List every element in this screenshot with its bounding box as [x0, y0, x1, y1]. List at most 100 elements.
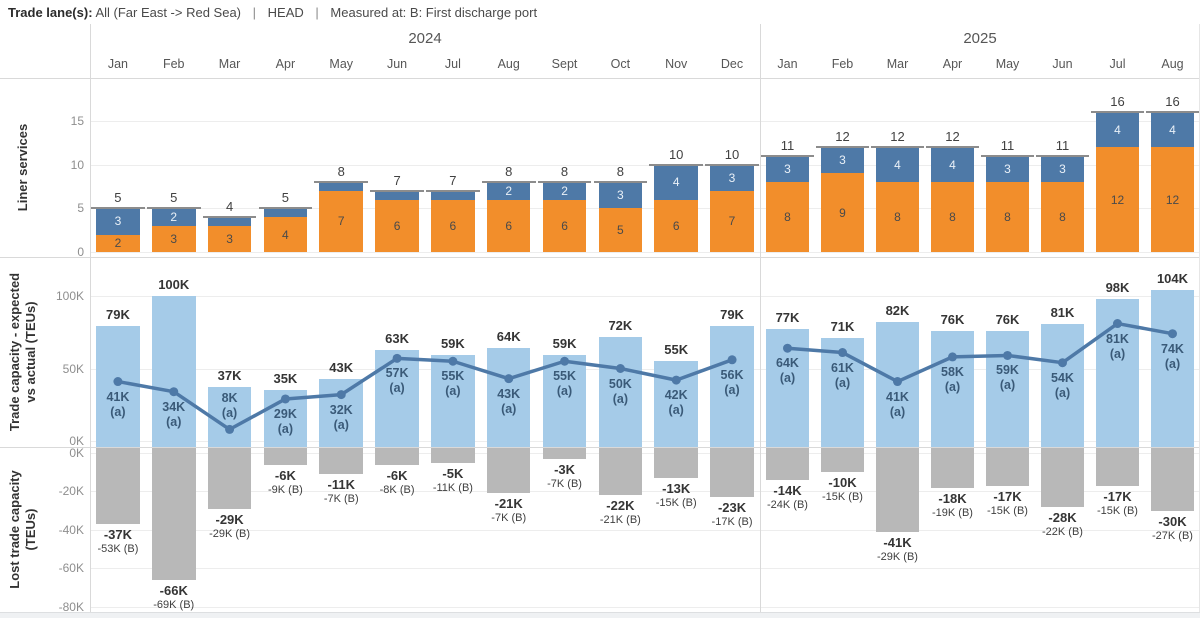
- liner-bar-segment-blue[interactable]: [375, 190, 419, 200]
- lost-value-label: -21K: [494, 496, 523, 512]
- lost-capacity-bar[interactable]: [431, 447, 475, 463]
- liner-bar-segment-blue[interactable]: 2: [151, 208, 196, 226]
- lost-capacity-bar[interactable]: [710, 447, 754, 498]
- capacity-line-point[interactable]: [615, 364, 625, 373]
- lost-capacity-bar[interactable]: [1151, 447, 1194, 511]
- capacity-line-point[interactable]: [169, 387, 179, 397]
- liner-bar-segment-orange[interactable]: 7: [319, 190, 363, 252]
- liner-bar-segment-blue[interactable]: 4: [1151, 112, 1194, 147]
- lost-capacity-bar[interactable]: [986, 447, 1029, 486]
- lost-capacity-bar[interactable]: [766, 447, 809, 480]
- liner-bar-segment-orange[interactable]: 4: [263, 217, 308, 252]
- liner-bar-segment-blue[interactable]: 4: [654, 164, 698, 200]
- liner-bar-segment-blue[interactable]: 3: [96, 208, 140, 235]
- liner-bar-segment-orange[interactable]: 9: [821, 173, 864, 252]
- capacity-line-point[interactable]: [504, 374, 514, 384]
- capacity-expected-bar[interactable]: [931, 330, 974, 447]
- lost-capacity-bar[interactable]: [542, 447, 587, 459]
- capacity-line-point[interactable]: [1058, 358, 1067, 368]
- lost-label-group: -11K -7K (B): [302, 477, 380, 506]
- lost-capacity-bar[interactable]: [319, 447, 363, 475]
- liner-bar-segment-orange[interactable]: 6: [654, 199, 698, 252]
- liner-total-label: 11: [1000, 137, 1015, 153]
- lost-capacity-bar[interactable]: [375, 447, 419, 465]
- capacity-expected-bar[interactable]: [319, 378, 363, 447]
- liner-bar-segment-orange[interactable]: 8: [986, 182, 1029, 252]
- liner-bar-segment-blue[interactable]: 3: [766, 155, 809, 182]
- liner-bar-segment-blue[interactable]: 4: [876, 147, 919, 182]
- capacity-line-point[interactable]: [392, 353, 402, 363]
- liner-bar-segment-orange[interactable]: 8: [766, 182, 809, 252]
- capacity-expected-bar[interactable]: [598, 336, 643, 447]
- capacity-line-point[interactable]: [727, 355, 737, 365]
- capacity-line-point[interactable]: [280, 394, 290, 404]
- liner-bar-segment-blue[interactable]: 4: [1096, 112, 1139, 147]
- lost-capacity-bar[interactable]: [1041, 447, 1084, 507]
- capacity-expected-bar[interactable]: [207, 387, 252, 447]
- liner-bar-segment-orange[interactable]: 12: [1151, 147, 1194, 252]
- capacity-line-point[interactable]: [838, 348, 847, 358]
- capacity-line-point[interactable]: [1113, 319, 1122, 329]
- liner-bar-segment-orange[interactable]: 6: [542, 199, 587, 252]
- capacity-expected-bar[interactable]: [710, 326, 754, 447]
- month-label: Jul: [1109, 57, 1126, 71]
- liner-bar-segment-orange[interactable]: 3: [207, 225, 252, 252]
- liner-bar-segment-orange[interactable]: 6: [431, 199, 475, 252]
- lost-capacity-bar[interactable]: [151, 447, 196, 580]
- liner-bar-segment-blue[interactable]: [431, 190, 475, 200]
- liner-bar-segment-orange[interactable]: 7: [710, 190, 754, 252]
- capacity-line-point[interactable]: [1168, 329, 1177, 339]
- capacity-expected-bar[interactable]: [1151, 290, 1194, 447]
- lost-capacity-bar[interactable]: [876, 447, 919, 532]
- lost-capacity-bar[interactable]: [96, 447, 140, 525]
- liner-bar-segment-orange[interactable]: 8: [876, 182, 919, 252]
- capacity-line-point[interactable]: [893, 377, 902, 387]
- capacity-line-point[interactable]: [783, 343, 792, 353]
- liner-bar-segment-orange[interactable]: 6: [375, 199, 419, 252]
- capacity-line-point[interactable]: [671, 375, 681, 385]
- capacity-line-point[interactable]: [560, 356, 570, 366]
- lost-capacity-bar[interactable]: [263, 447, 308, 465]
- liner-bar-segment-orange[interactable]: 8: [931, 182, 974, 252]
- liner-bar-segment-blue[interactable]: [207, 217, 252, 226]
- lost-capacity-bar[interactable]: [931, 447, 974, 488]
- panel-border: [0, 78, 1200, 79]
- lost-capacity-bar[interactable]: [486, 447, 531, 494]
- liner-bar-segment-blue[interactable]: [319, 182, 363, 191]
- capacity-line-point[interactable]: [448, 356, 458, 366]
- lost-capacity-bar[interactable]: [598, 447, 643, 496]
- capacity-expected-bar[interactable]: [542, 355, 587, 447]
- liner-bar-segment-orange[interactable]: 5: [598, 208, 643, 252]
- lost-capacity-bar[interactable]: [654, 447, 698, 478]
- lost-capacity-bar[interactable]: [821, 447, 864, 473]
- liner-bar-segment-blue[interactable]: 3: [821, 147, 864, 174]
- capacity-line-point[interactable]: [1003, 350, 1012, 360]
- liner-bar-segment-blue[interactable]: 3: [1041, 155, 1084, 182]
- liner-bar-segment-orange[interactable]: 6: [486, 199, 531, 252]
- liner-bar-segment-blue[interactable]: 2: [542, 182, 587, 200]
- liner-bar-segment-blue[interactable]: 4: [931, 147, 974, 182]
- capacity-line-point[interactable]: [336, 390, 346, 400]
- liner-bar-segment-blue[interactable]: [263, 208, 308, 217]
- lost-capacity-bar[interactable]: [207, 447, 252, 509]
- liner-bar-segment-blue[interactable]: 3: [710, 164, 754, 191]
- capacity-expected-bar[interactable]: [96, 326, 140, 447]
- liner-bar-segment-blue[interactable]: 3: [598, 182, 643, 209]
- liner-bar-segment-blue[interactable]: 2: [486, 182, 531, 200]
- liner-bar-segment-orange[interactable]: 2: [96, 234, 140, 252]
- liner-total-line: [370, 189, 424, 192]
- capacity-expected-bar[interactable]: [1041, 323, 1084, 447]
- capacity-expected-bar[interactable]: [431, 355, 475, 447]
- capacity-line-point[interactable]: [948, 352, 957, 362]
- liner-bar-segment-orange[interactable]: 8: [1041, 182, 1084, 252]
- lost-capacity-bar[interactable]: [1096, 447, 1139, 486]
- liner-bar-segment-orange[interactable]: 3: [151, 225, 196, 252]
- liner-bar-segment-blue[interactable]: 3: [986, 155, 1029, 182]
- liner-bar-segment-orange[interactable]: 12: [1096, 147, 1139, 252]
- capacity-line-point[interactable]: [225, 424, 235, 434]
- capacity-line-point[interactable]: [113, 377, 123, 387]
- y-axis-tick: 0: [77, 245, 84, 259]
- capacity-expected-bar[interactable]: [151, 296, 196, 447]
- capacity-expected-bar[interactable]: [986, 330, 1029, 447]
- capacity-expected-bar[interactable]: [486, 348, 531, 447]
